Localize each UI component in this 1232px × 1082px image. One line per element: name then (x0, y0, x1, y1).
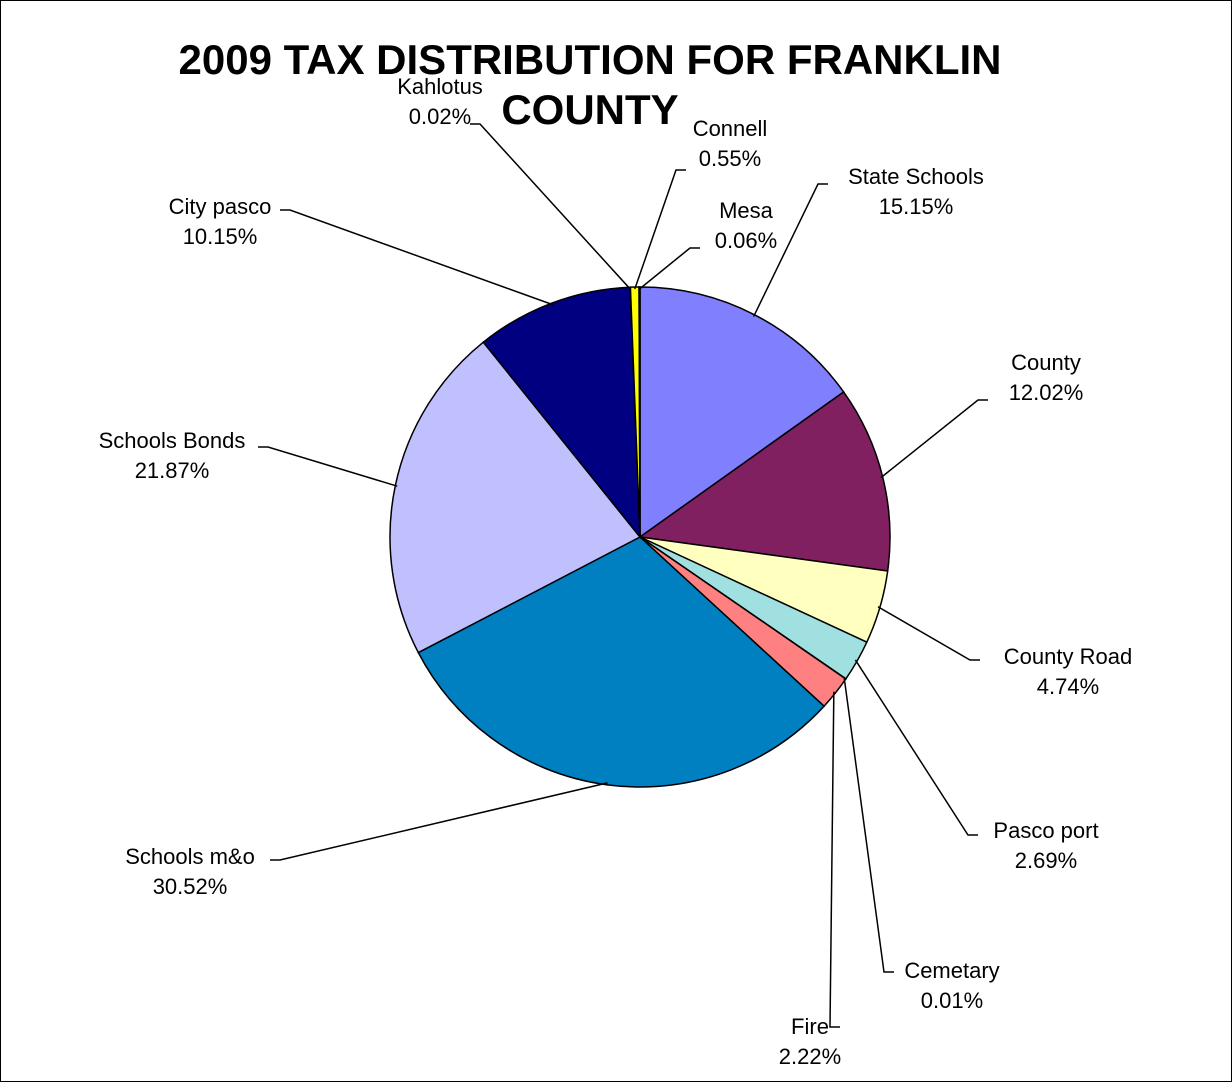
leader-line-mesa (639, 247, 700, 290)
slice-value-fire: 2.22% (779, 1044, 841, 1069)
slice-label-county: County (1011, 350, 1081, 375)
slice-value-schools-mando: 30.52% (153, 874, 228, 899)
slice-label-state-schools: State Schools (848, 164, 984, 189)
leader-line-pasco-port (854, 659, 978, 836)
pie-slice-schools-mando (417, 536, 826, 788)
leader-line-schools-mando (270, 782, 608, 861)
leader-line-kahlotus (470, 123, 631, 290)
slice-value-cemetary: 0.01% (921, 988, 983, 1013)
slice-value-schools-bonds: 21.87% (135, 458, 210, 483)
leader-line-schools-bonds (258, 446, 398, 487)
slice-label-county-road: County Road (1004, 644, 1132, 669)
slice-value-connell: 0.55% (699, 146, 761, 171)
slice-value-county-road: 4.74% (1037, 674, 1099, 699)
leader-line-state-schools (752, 183, 828, 317)
slice-value-mesa: 0.06% (715, 228, 777, 253)
pie-slice-county (638, 390, 891, 572)
slice-value-kahlotus: 0.02% (409, 104, 471, 129)
slice-label-fire: Fire (791, 1014, 829, 1039)
leader-line-cemetary (843, 677, 894, 973)
slice-label-connell: Connell (693, 116, 768, 141)
chart-title-line-2: COUNTY (501, 86, 678, 133)
chart-title-line-1: 2009 TAX DISTRIBUTION FOR FRANKLIN (179, 36, 1002, 83)
slice-label-kahlotus: Kahlotus (397, 74, 483, 99)
leader-line-county (880, 399, 988, 479)
pie-slice-mesa (638, 286, 641, 538)
pie-slice-city-pasco (482, 286, 641, 540)
slice-label-mesa: Mesa (719, 198, 774, 223)
leader-line-connell (634, 169, 686, 290)
slice-label-cemetary: Cemetary (904, 958, 999, 983)
slice-label-schools-bonds: Schools Bonds (99, 428, 246, 453)
slice-label-city-pasco: City pasco (169, 194, 272, 219)
slice-value-county: 12.02% (1009, 380, 1084, 405)
slice-label-pasco-port: Pasco port (993, 818, 1098, 843)
leader-line-fire (829, 691, 840, 1028)
leader-line-county-road (877, 606, 980, 661)
slice-value-state-schools: 15.15% (879, 194, 954, 219)
leader-line-city-pasco (280, 209, 554, 306)
slice-value-city-pasco: 10.15% (183, 224, 258, 249)
slice-value-pasco-port: 2.69% (1015, 848, 1077, 873)
slice-label-schools-mando: Schools m&o (125, 844, 255, 869)
